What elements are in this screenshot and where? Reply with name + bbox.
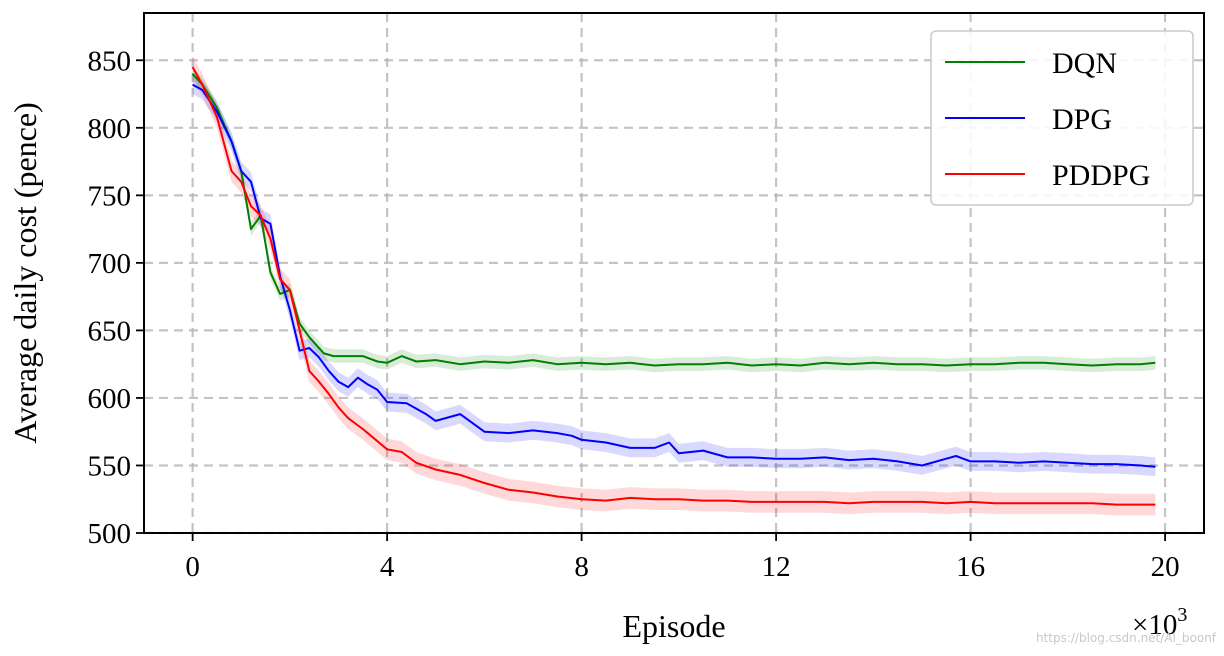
tick-layer: 0 4 8 12 16 20 500 550 600 650 700 750 800 850: [88, 45, 1180, 583]
y-tick-label: 550: [88, 450, 132, 482]
y-tick-label: 650: [88, 315, 132, 347]
x-axis-multiplier-base: ×10: [1132, 609, 1177, 641]
series-lines: [191, 66, 1156, 506]
y-tick-label: 500: [88, 518, 132, 550]
legend-label-dpg: DPG: [1052, 103, 1112, 136]
legend-label-pddpg: PDDPG: [1052, 159, 1150, 192]
x-tick-label: 0: [185, 551, 200, 583]
y-tick-label: 700: [88, 248, 132, 280]
legend-label-dqn: DQN: [1052, 47, 1117, 80]
x-tick-label: 12: [762, 551, 791, 583]
legend-box: [930, 30, 1194, 206]
dpg-series-line: [192, 83, 1156, 468]
x-tick-label: 16: [956, 551, 985, 583]
plot-frame: [143, 12, 1205, 534]
y-axis-label: Average daily cost (pence): [7, 102, 43, 443]
dqn-series-line: [191, 73, 1156, 367]
y-tick-label: 750: [88, 180, 132, 212]
x-tick-label: 20: [1151, 551, 1180, 583]
x-axis-label: Episode: [622, 608, 725, 644]
y-tick-label: 800: [88, 113, 132, 145]
x-axis-multiplier: ×103: [1132, 604, 1187, 641]
y-tick-label: 850: [88, 45, 132, 77]
y-tick-label: 600: [88, 383, 132, 415]
pddpg-series-line: [191, 66, 1156, 506]
x-tick-label: 4: [380, 551, 395, 583]
x-tick-label: 8: [574, 551, 589, 583]
x-axis-multiplier-exponent: 3: [1177, 604, 1187, 626]
legend: DQN DPG PDDPG: [930, 30, 1194, 206]
watermark: https://blog.csdn.net/Al_boonf: [1036, 631, 1217, 645]
